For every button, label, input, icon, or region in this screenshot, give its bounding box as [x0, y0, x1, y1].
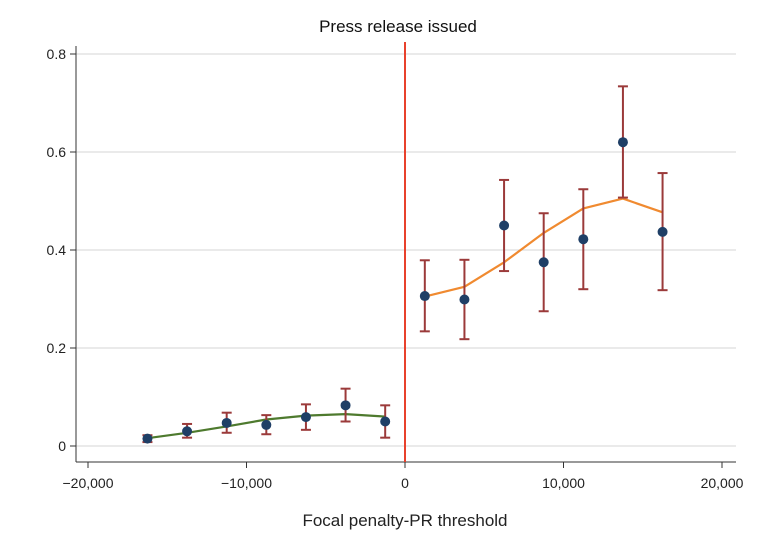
x-tick-label: 10,000 [542, 475, 585, 491]
data-point [578, 234, 589, 245]
x-tick-label: 0 [401, 475, 409, 491]
data-point [617, 137, 628, 148]
data-point [657, 226, 668, 237]
data-point [300, 412, 311, 423]
data-point [459, 294, 470, 305]
x-axis-title: Focal penalty-PR threshold [302, 511, 507, 530]
x-tick-label: −10,000 [221, 475, 272, 491]
data-point [182, 426, 193, 437]
data-point [142, 433, 153, 444]
y-tick-label: 0 [58, 438, 66, 454]
data-point [538, 257, 549, 268]
data-point [340, 400, 351, 411]
axes: 0 0.2 0.4 0.6 0.8 −20,000 −10,000 0 10,000 20,000 [47, 46, 744, 491]
y-tick-label: 0.2 [47, 340, 67, 356]
data-point [261, 419, 272, 430]
x-tick-label: 20,000 [701, 475, 744, 491]
x-tick-label: −20,000 [63, 475, 114, 491]
data-points [142, 137, 668, 444]
y-tick-label: 0.6 [47, 144, 67, 160]
data-point [499, 220, 510, 231]
data-point [221, 417, 232, 428]
data-point [419, 291, 430, 302]
data-point [380, 416, 391, 427]
y-tick-label: 0.4 [47, 242, 67, 258]
y-tick-label: 0.8 [47, 46, 67, 62]
chart-title: Press release issued [319, 17, 477, 36]
